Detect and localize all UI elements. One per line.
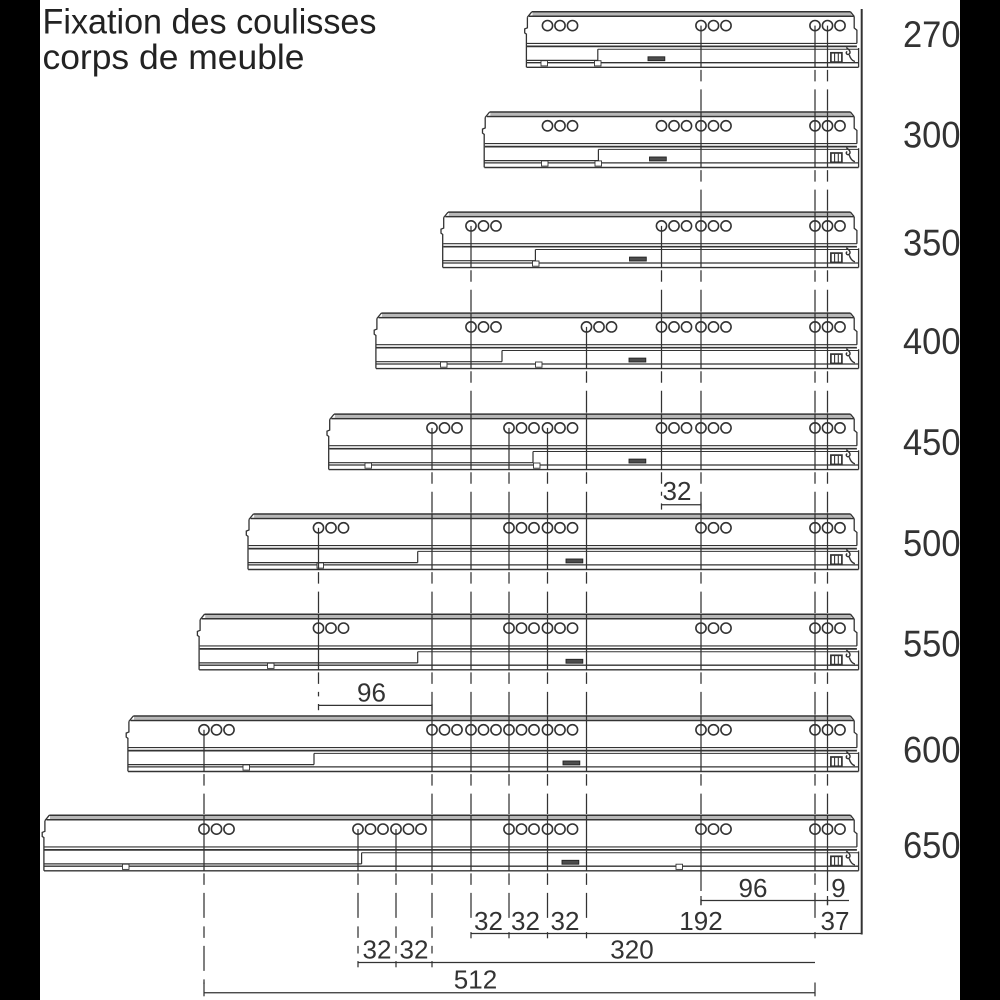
svg-text:Fixation des coulisses: Fixation des coulisses <box>43 3 377 42</box>
svg-text:37: 37 <box>821 906 850 936</box>
svg-text:32: 32 <box>663 476 692 506</box>
svg-text:9: 9 <box>831 873 845 903</box>
svg-text:650: 650 <box>903 825 961 866</box>
svg-text:32: 32 <box>363 934 392 964</box>
svg-text:32: 32 <box>474 906 503 936</box>
svg-text:96: 96 <box>739 873 768 903</box>
svg-text:32: 32 <box>400 934 429 964</box>
svg-text:600: 600 <box>903 730 961 771</box>
svg-text:400: 400 <box>903 321 961 362</box>
svg-text:corps de meuble: corps de meuble <box>43 38 305 77</box>
svg-text:450: 450 <box>903 422 961 463</box>
svg-text:270: 270 <box>903 14 961 55</box>
svg-text:350: 350 <box>903 222 961 263</box>
svg-text:500: 500 <box>903 523 961 564</box>
svg-text:32: 32 <box>551 906 580 936</box>
svg-text:96: 96 <box>357 678 386 708</box>
svg-text:320: 320 <box>610 934 653 964</box>
svg-text:32: 32 <box>511 906 540 936</box>
svg-text:300: 300 <box>903 115 961 156</box>
svg-text:192: 192 <box>679 906 722 936</box>
svg-text:550: 550 <box>903 624 961 665</box>
svg-text:512: 512 <box>454 965 497 995</box>
